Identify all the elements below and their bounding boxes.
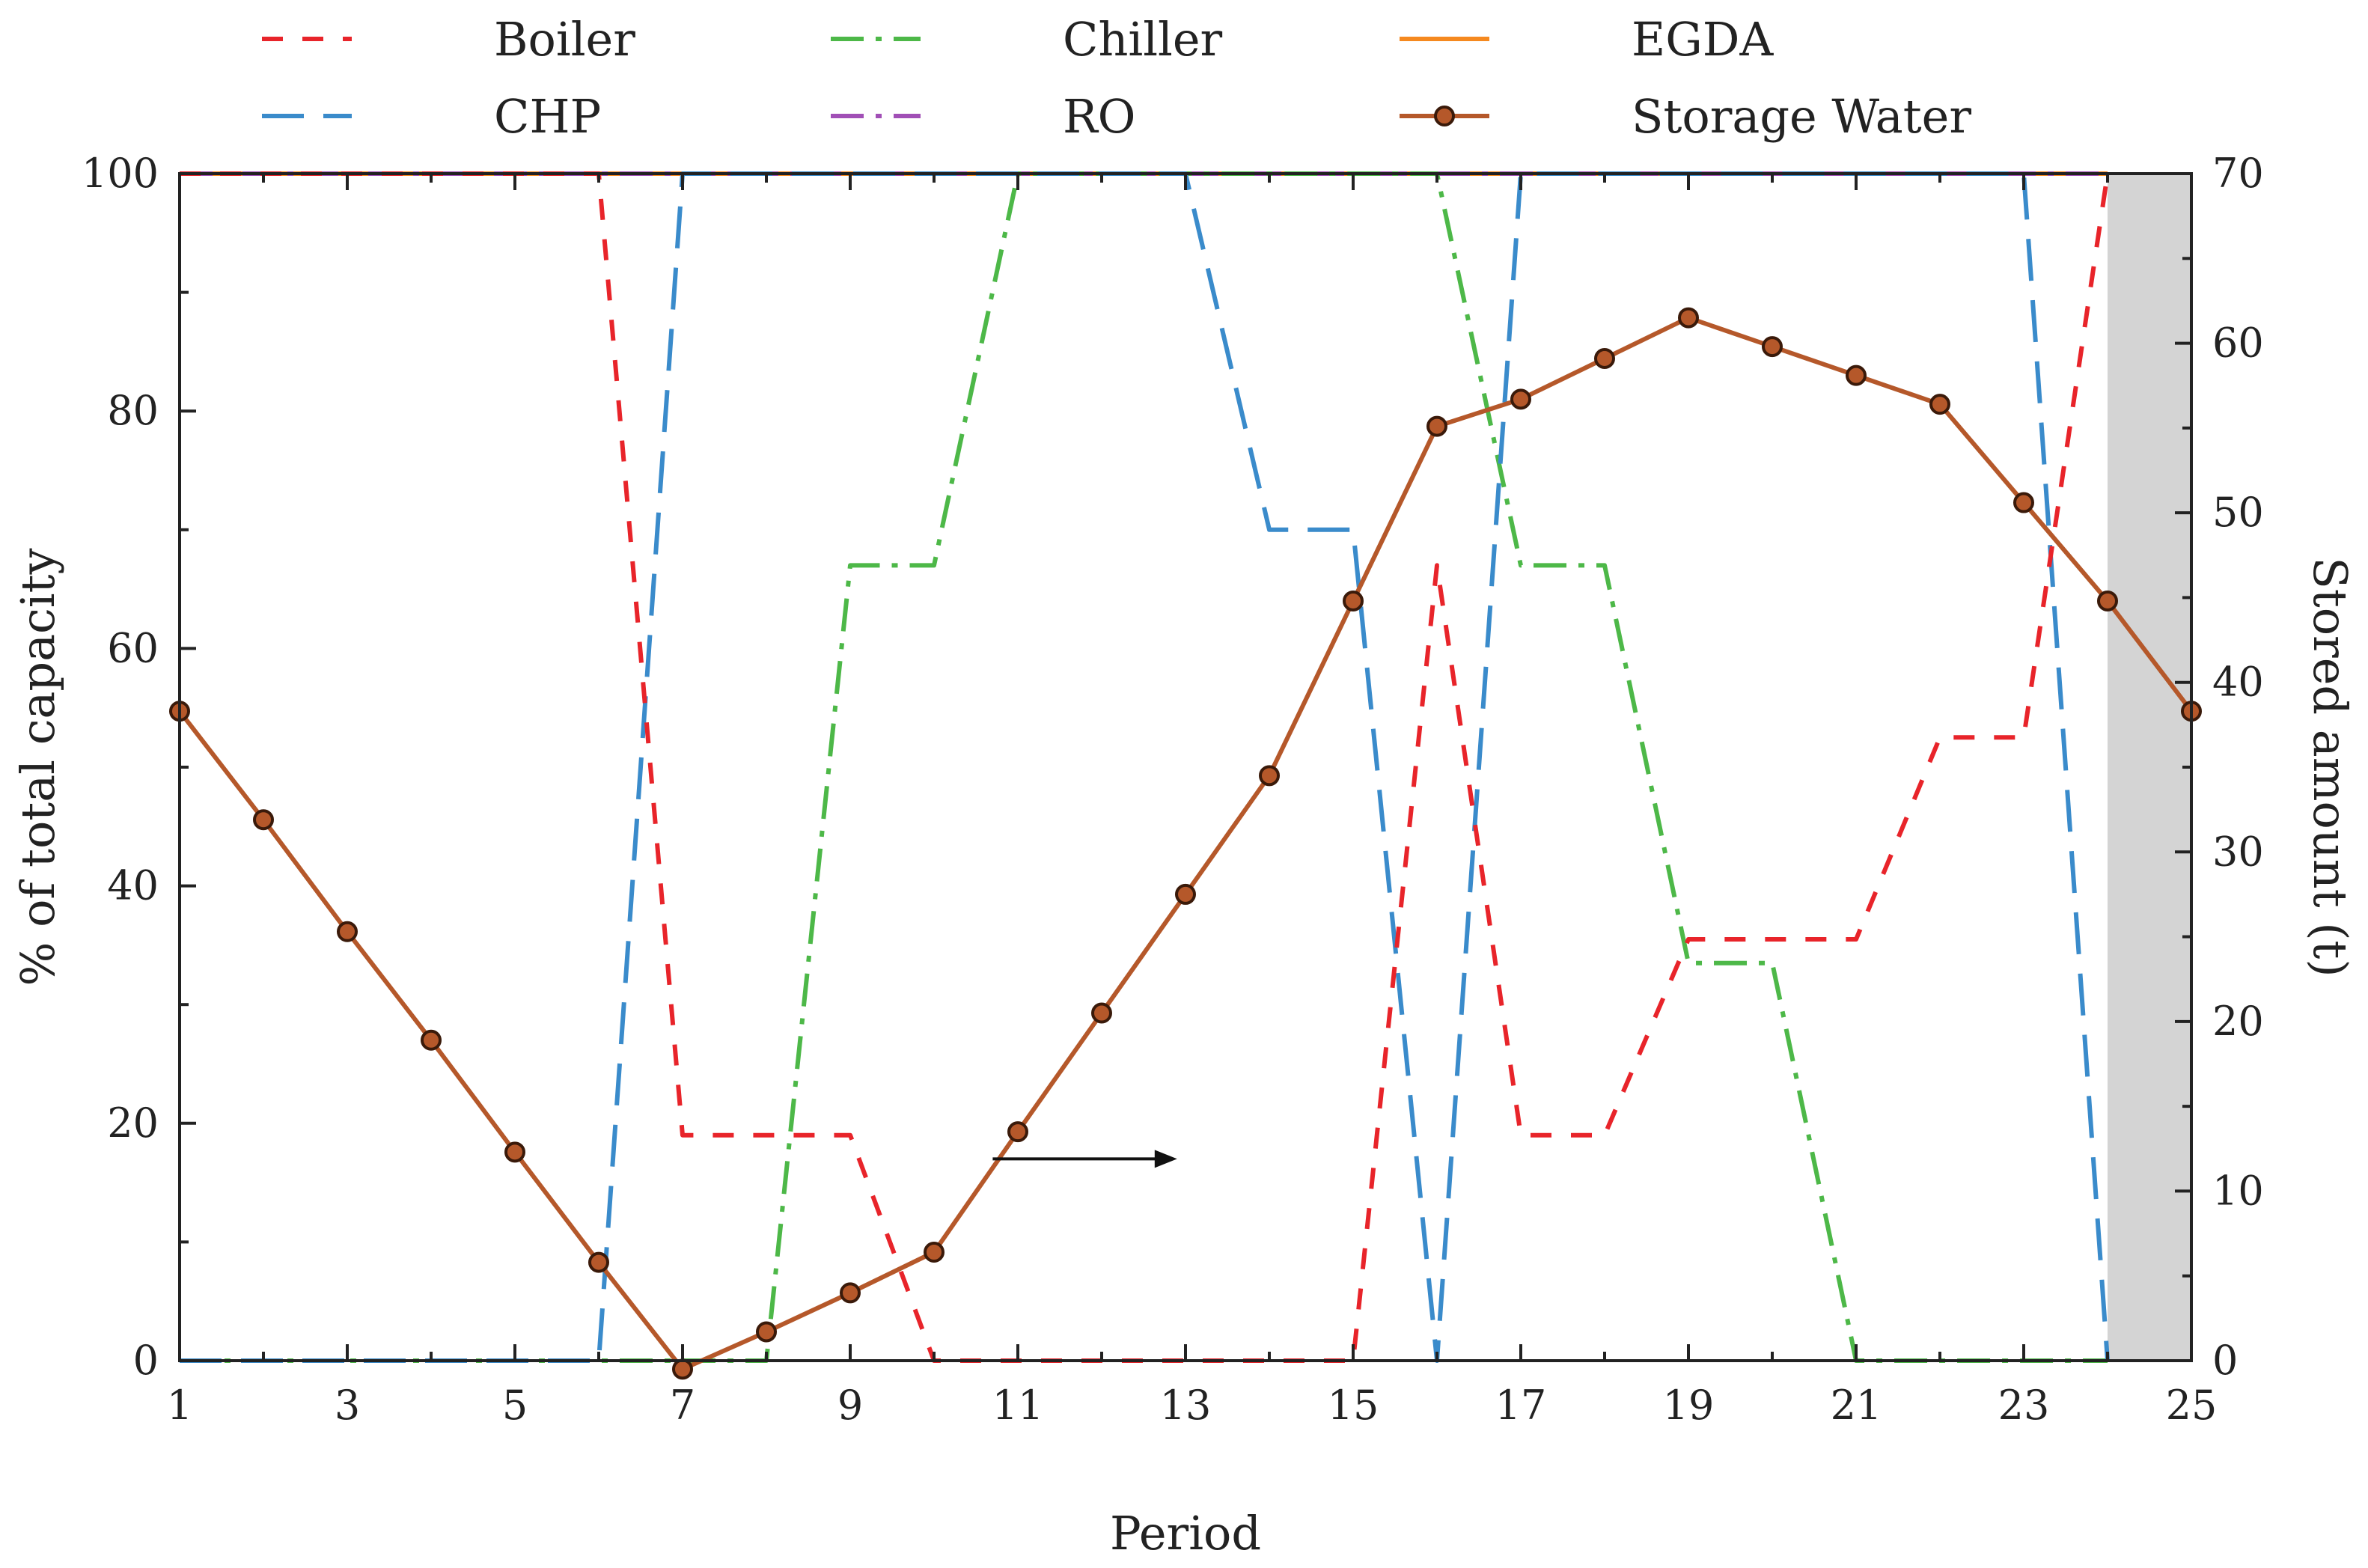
data-point-storage-water [253, 809, 274, 831]
y-tick-label-right: 10 [2212, 1167, 2264, 1214]
x-tick-label: 21 [1831, 1382, 1882, 1429]
legend-item-chiller: Chiller [831, 12, 1223, 67]
data-point-storage-water [1007, 1121, 1028, 1143]
legend-label-egda: EGDA [1632, 12, 1774, 67]
data-point-storage-water [588, 1251, 609, 1273]
data-point-storage-water [2013, 492, 2034, 513]
data-point-storage-water [337, 921, 358, 942]
y-tick-label-right: 20 [2212, 998, 2264, 1045]
y-axis-title-left: % of total capacity [10, 548, 65, 986]
data-point-storage-water [924, 1241, 945, 1263]
x-tick-label: 25 [2166, 1382, 2218, 1429]
data-point-storage-water [421, 1029, 442, 1051]
legend-item-storage-water: Storage Water [1400, 89, 1971, 144]
data-point-storage-water [2097, 590, 2118, 611]
legend-label-chiller: Chiller [1063, 12, 1223, 67]
legend-item-egda: EGDA [1400, 12, 1774, 67]
plot-area [180, 174, 2191, 1361]
data-point-storage-water [1594, 347, 1615, 369]
x-tick-label: 23 [1998, 1382, 2050, 1429]
legend-label-storage-water: Storage Water [1632, 89, 1971, 144]
data-point-storage-water [1175, 883, 1196, 905]
data-point-storage-water [1678, 307, 1699, 329]
legend-item-boiler: Boiler [262, 12, 635, 67]
data-point-storage-water [840, 1282, 861, 1304]
y-tick-label-right: 40 [2212, 659, 2264, 706]
x-tick-label: 17 [1495, 1382, 1547, 1429]
legend: Boiler Chiller EGDA CHP RO Storage Water [262, 12, 1971, 144]
data-point-storage-water [1343, 590, 1364, 611]
x-tick-label: 9 [837, 1382, 863, 1429]
data-point-storage-water [1426, 415, 1447, 437]
data-point-storage-water [1846, 364, 1867, 386]
y-tick-label-left: 0 [133, 1337, 159, 1384]
y-tick-label-left: 80 [107, 387, 159, 434]
legend-item-ro: RO [831, 89, 1136, 144]
data-point-storage-water [1510, 388, 1531, 410]
data-point-storage-water [1259, 765, 1280, 787]
y-axis-title-right: Stored amount (t) [2303, 557, 2358, 977]
x-tick-label: 1 [167, 1382, 192, 1429]
x-tick-label: 13 [1160, 1382, 1212, 1429]
legend-label-boiler: Boiler [494, 12, 635, 67]
legend-item-chp: CHP [262, 89, 601, 144]
legend-marker-storage-water [1434, 106, 1455, 126]
y-tick-label-right: 30 [2212, 828, 2264, 875]
data-point-storage-water [1091, 1002, 1112, 1024]
x-tick-label: 11 [992, 1382, 1044, 1429]
annotation-arrow-head [1154, 1150, 1177, 1168]
y-tick-label-left: 100 [82, 150, 159, 197]
x-axis-title: Period [1110, 1506, 1261, 1561]
data-point-storage-water [1762, 336, 1783, 358]
y-tick-label-left: 40 [107, 862, 159, 909]
shaded-region [2108, 174, 2191, 1361]
data-point-storage-water [504, 1141, 525, 1163]
y-tick-label-right: 0 [2212, 1337, 2238, 1384]
y-tick-label-right: 70 [2212, 150, 2264, 197]
x-tick-label: 7 [670, 1382, 695, 1429]
x-tick-label: 5 [502, 1382, 528, 1429]
y-tick-label-right: 50 [2212, 489, 2264, 536]
y-tick-label-left: 60 [107, 624, 159, 671]
legend-label-ro: RO [1063, 89, 1136, 144]
data-point-storage-water [756, 1321, 777, 1343]
data-point-storage-water [672, 1358, 693, 1380]
y-tick-label-right: 60 [2212, 320, 2264, 367]
annotation-layer [992, 1150, 1177, 1168]
data-point-storage-water [1929, 394, 1950, 415]
legend-label-chp: CHP [494, 89, 601, 144]
x-tick-label: 3 [335, 1382, 360, 1429]
y-tick-label-left: 20 [107, 1099, 159, 1147]
x-tick-label: 19 [1663, 1382, 1715, 1429]
axis-layer: 1 3 5 7 9 11 13 15 17 19 21 23 250204060801000102030… [82, 150, 2264, 1429]
x-tick-label: 15 [1328, 1382, 1379, 1429]
